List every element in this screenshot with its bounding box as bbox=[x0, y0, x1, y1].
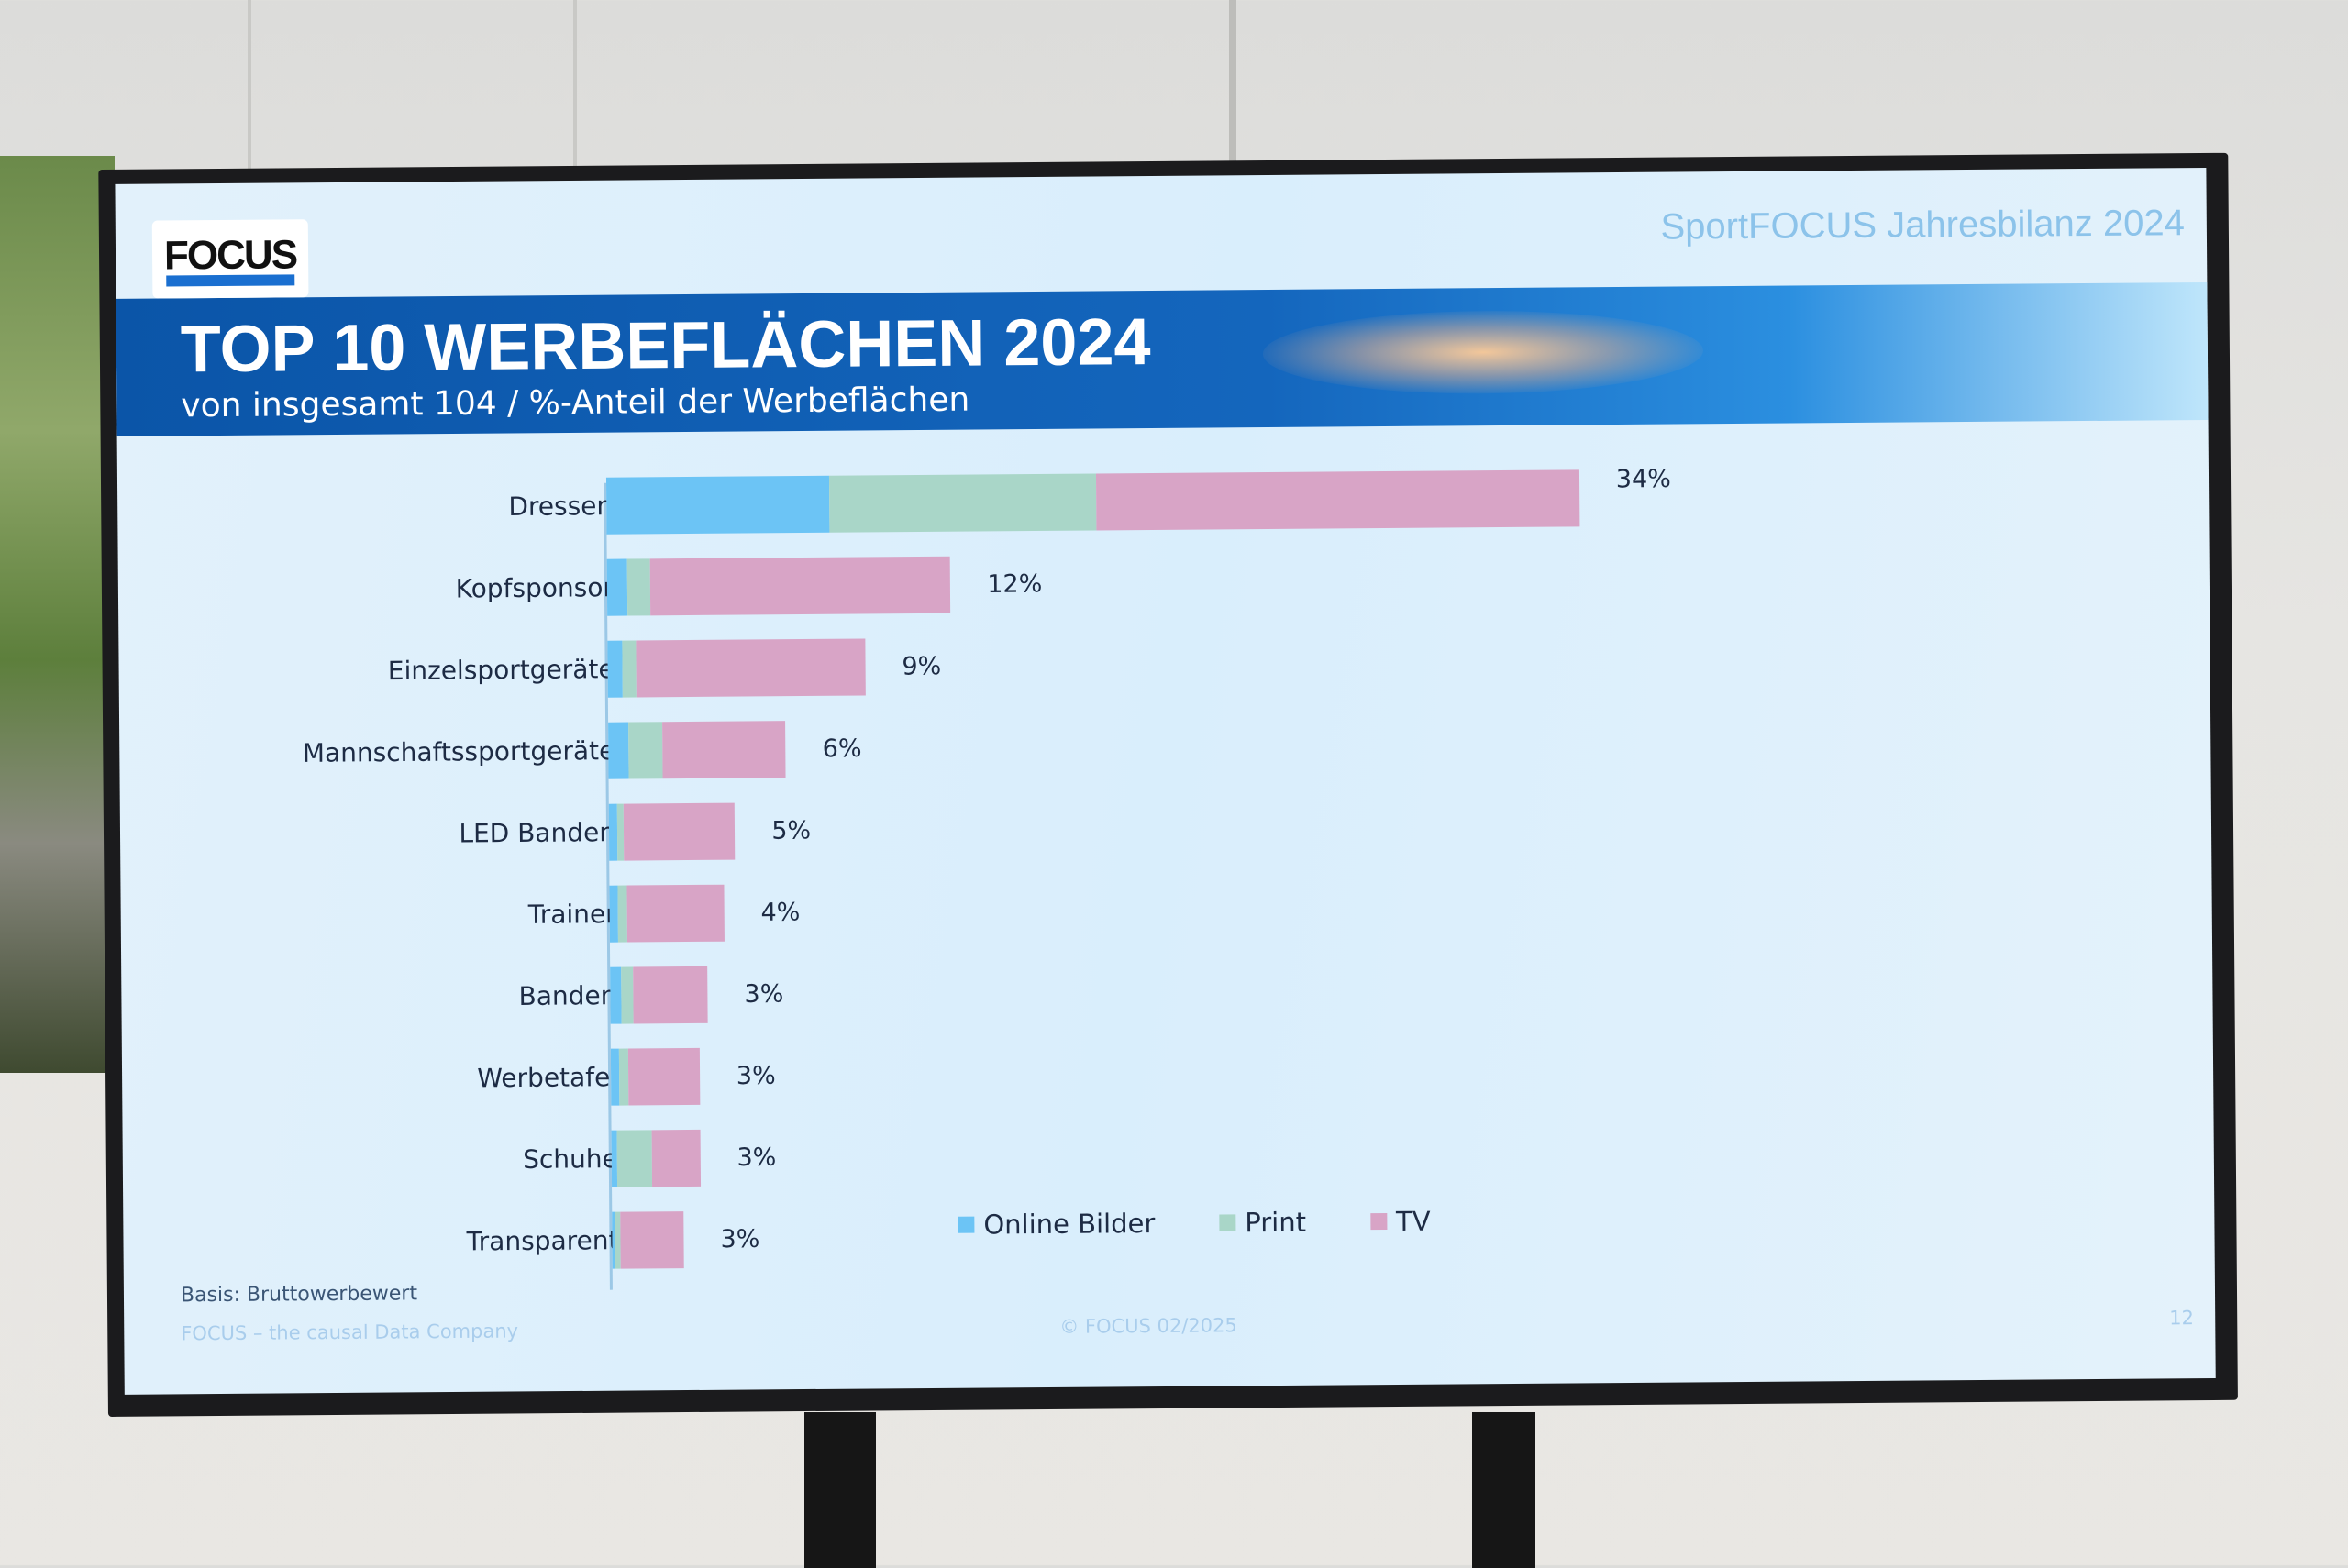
data-label: 9% bbox=[902, 652, 942, 681]
bar-segment-tv bbox=[627, 1047, 701, 1106]
category-label: Trainer bbox=[527, 899, 616, 930]
bar-segment-print bbox=[617, 885, 627, 943]
wall-seam bbox=[248, 0, 251, 238]
category-label: LED Banden bbox=[459, 817, 616, 849]
bar-segment-online-bilder bbox=[608, 803, 618, 861]
slide-subtitle: von insgesamt 104 / %-Anteil der Werbefl… bbox=[181, 381, 970, 425]
bar-segment-print bbox=[621, 640, 637, 698]
bar-chart: Dressen 34% Kopfsponsor 12% Einzelsportgerät… bbox=[115, 168, 2206, 1269]
bar-segment-tv bbox=[636, 638, 866, 698]
legend-item-online: Online Bilder bbox=[958, 1208, 1155, 1241]
data-label: 3% bbox=[736, 1061, 776, 1091]
bar-segment-print bbox=[621, 966, 634, 1024]
legend-swatch bbox=[958, 1216, 975, 1233]
page-number: 12 bbox=[2169, 1307, 2195, 1330]
bar-segment-tv bbox=[1095, 469, 1580, 531]
data-label: 34% bbox=[1615, 465, 1671, 494]
slide: SportFOCUS Jahresbilanz 2024 FOCUS TOP 1… bbox=[115, 167, 2216, 1395]
footer-copyright: © FOCUS 02/2025 bbox=[1059, 1314, 1237, 1338]
monitor: SportFOCUS Jahresbilanz 2024 FOCUS TOP 1… bbox=[98, 152, 2238, 1418]
category-label: Mannschaftssportgeräte bbox=[302, 735, 615, 768]
category-label: Schuhe bbox=[523, 1143, 618, 1175]
legend-label: Print bbox=[1245, 1206, 1307, 1239]
legend-label: Online Bilder bbox=[983, 1208, 1156, 1241]
bar-segment-print bbox=[829, 473, 1096, 533]
category-label: Einzelsportgeräte bbox=[387, 654, 615, 687]
stand-leg bbox=[804, 1412, 876, 1568]
bar-segment-tv bbox=[620, 1211, 684, 1269]
bar-segment-online-bilder bbox=[610, 1048, 620, 1106]
legend-swatch bbox=[1219, 1214, 1236, 1231]
brand-title: SportFOCUS Jahresbilanz 2024 bbox=[1660, 203, 2186, 248]
category-label: Kopfsponsor bbox=[455, 572, 615, 604]
bar-segment-tv bbox=[649, 556, 951, 616]
bar-segment-tv bbox=[633, 966, 708, 1024]
basis-note: Basis: Bruttowerbewert bbox=[180, 1282, 418, 1308]
data-label: 3% bbox=[737, 1143, 777, 1173]
bar-segment-online-bilder bbox=[606, 558, 627, 616]
logo-text: FOCUS bbox=[163, 231, 297, 278]
data-label: 4% bbox=[760, 898, 801, 927]
category-label: Dressen bbox=[508, 491, 614, 523]
wall-photo-trees bbox=[0, 156, 115, 1073]
bar-segment-print bbox=[616, 1130, 652, 1187]
bar-segment-online-bilder bbox=[608, 722, 629, 779]
bar-segment-online-bilder bbox=[610, 966, 623, 1024]
category-label: Banden bbox=[518, 980, 617, 1011]
data-label: 3% bbox=[744, 979, 784, 1010]
bar-segment-tv bbox=[651, 1129, 701, 1187]
stand-leg bbox=[1472, 1412, 1535, 1568]
bar-segment-online-bilder bbox=[607, 640, 623, 698]
bar-segment-online-bilder bbox=[605, 475, 830, 535]
slide-title: TOP 10 WERBEFLÄCHEN 2024 bbox=[180, 305, 1151, 387]
logo-bar bbox=[166, 273, 295, 286]
legend-label: TV bbox=[1395, 1205, 1431, 1237]
bar-segment-print bbox=[626, 558, 650, 616]
legend-swatch bbox=[1369, 1213, 1388, 1231]
bar-segment-tv bbox=[662, 721, 786, 779]
bar-segment-print bbox=[619, 1048, 629, 1106]
bar-segment-online-bilder bbox=[609, 885, 619, 943]
data-label: 5% bbox=[771, 816, 812, 845]
category-label: Transparent bbox=[466, 1225, 619, 1257]
wall-pipe bbox=[1229, 0, 1236, 238]
data-label: 3% bbox=[720, 1224, 760, 1254]
data-label: 12% bbox=[987, 569, 1043, 599]
category-label: Werbetafel bbox=[477, 1062, 618, 1094]
footer-company: FOCUS – the causal Data Company bbox=[181, 1320, 519, 1345]
data-label: 6% bbox=[822, 734, 862, 764]
bar-segment-tv bbox=[623, 802, 736, 861]
legend-item-tv: TV bbox=[1369, 1205, 1431, 1238]
wall-seam bbox=[573, 0, 577, 238]
focus-logo: FOCUS bbox=[151, 219, 309, 299]
legend-item-print: Print bbox=[1219, 1207, 1306, 1239]
legend: Online Bilder Print TV bbox=[958, 1205, 1431, 1241]
bar-segment-tv bbox=[626, 884, 725, 943]
bar-segment-print bbox=[627, 722, 663, 779]
